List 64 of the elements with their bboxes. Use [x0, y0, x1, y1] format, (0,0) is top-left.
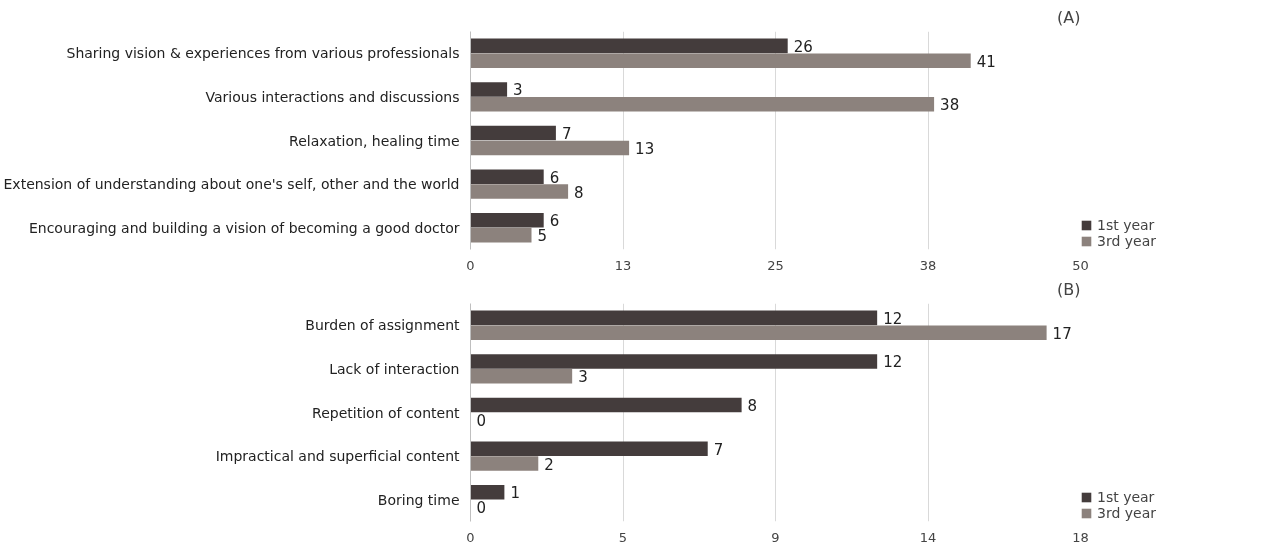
text: (A) [1057, 7, 1081, 27]
bar [470, 125, 556, 141]
bar [470, 227, 532, 243]
x-tick-label: 50 [1072, 257, 1089, 273]
x-tick-label: 0 [466, 529, 475, 545]
y-tick-label: Sharing vision & experiences from various professionals [66, 45, 460, 62]
bar [470, 82, 508, 97]
data-label: 17 [1052, 324, 1072, 343]
data-label: 26 [793, 37, 813, 56]
data-label: 0 [476, 411, 487, 430]
data-label: 13 [635, 139, 655, 158]
x-tick-label: 14 [919, 529, 937, 545]
data-label: 12 [883, 309, 903, 328]
y-tick-label: Impractical and superficial content [215, 448, 461, 465]
bar [470, 441, 708, 456]
x-tick-label: 5 [618, 529, 628, 545]
y-tick-label: Encouraging and building a vision of becoming a good doctor [28, 219, 460, 236]
x-tick-label: 18 [1072, 529, 1089, 545]
legend-label: 3rd year [1097, 233, 1156, 249]
bar [470, 354, 878, 369]
y-tick-label: Extension of understanding about one's self, other and the world [3, 176, 460, 193]
bar [470, 38, 788, 54]
y-tick-label: Burden of assignment [305, 317, 461, 334]
bar [470, 325, 1047, 340]
legend-label: 1st year [1097, 217, 1155, 233]
data-label: 8 [574, 183, 584, 202]
data-label: 0 [476, 499, 487, 518]
x-tick-label: 38 [919, 257, 937, 273]
data-label: 2 [544, 455, 554, 474]
y-tick-label: Lack of interaction [329, 360, 460, 377]
x-tick-label: 9 [771, 529, 780, 545]
y-tick-label: Repetition of content [312, 404, 461, 421]
bar [470, 169, 544, 184]
data-label: 6 [549, 212, 560, 231]
data-label: 38 [940, 96, 960, 115]
bar [470, 485, 505, 500]
bar [470, 397, 742, 413]
y-tick-label: Various interactions and discussions [205, 88, 460, 105]
data-label: 1 [510, 484, 520, 503]
y-tick-label: Relaxation, healing time [289, 132, 460, 149]
bar [470, 53, 971, 68]
x-tick-label: 13 [614, 257, 632, 273]
x-tick-label: 0 [466, 257, 475, 273]
bar [470, 184, 569, 199]
data-label: 41 [976, 52, 996, 71]
data-label: 3 [513, 81, 523, 100]
bar [470, 369, 573, 384]
bar [470, 140, 630, 156]
y-tick-label: Boring time [377, 491, 460, 508]
legend-label: 3rd year [1097, 505, 1156, 521]
x-tick-label: 25 [767, 257, 784, 273]
data-label: 6 [549, 168, 560, 187]
text: (B) [1057, 279, 1081, 299]
data-label: 5 [537, 227, 548, 246]
data-label: 7 [713, 440, 724, 459]
bar [470, 97, 935, 112]
data-label: 8 [747, 397, 758, 416]
data-label: 3 [578, 368, 588, 387]
bar [470, 213, 544, 228]
legend-label: 1st year [1097, 489, 1155, 505]
bar [470, 310, 878, 326]
bar [470, 456, 539, 471]
data-label: 7 [561, 125, 572, 144]
data-label: 12 [883, 353, 903, 372]
